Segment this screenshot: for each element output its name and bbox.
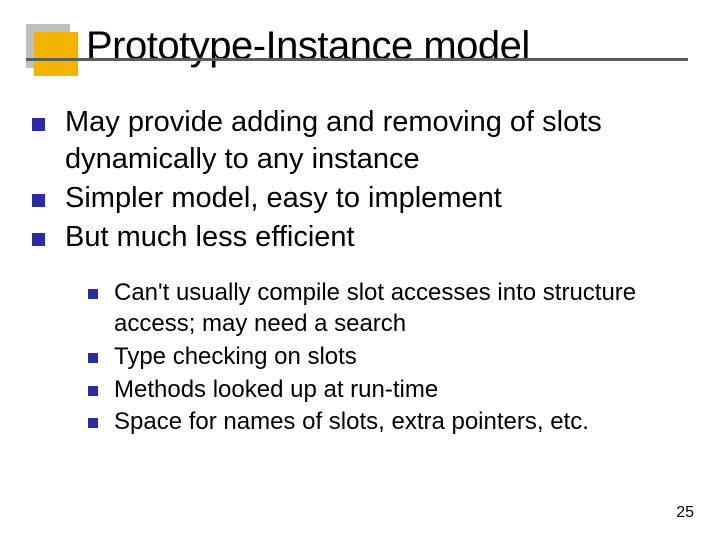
list-item: Space for names of slots, extra pointers…: [82, 407, 694, 438]
ornament-gold-square: [34, 32, 78, 76]
list-item: Type checking on slots: [82, 342, 694, 373]
bullet-square-icon: [32, 194, 45, 207]
bullet-square-icon: [32, 233, 45, 246]
body-content: May provide adding and removing of slots…: [26, 104, 694, 440]
bullet-square-icon: [88, 418, 98, 428]
bullet-square-icon: [88, 353, 98, 363]
list-item-text: Type checking on slots: [114, 342, 357, 373]
slide-title: Prototype-Instance model: [86, 24, 530, 69]
list-item-text: Can't usually compile slot accesses into…: [114, 278, 694, 339]
page-number: 25: [676, 504, 694, 522]
title-ornament: [26, 24, 70, 68]
bullet-square-icon: [32, 118, 45, 131]
list-item-text: Simpler model, easy to implement: [65, 180, 502, 217]
bullet-square-icon: [88, 289, 98, 299]
list-item-text: Space for names of slots, extra pointers…: [114, 407, 589, 438]
list-item: But much less efficient: [26, 219, 694, 256]
list-item: Simpler model, easy to implement: [26, 180, 694, 217]
list-item: Can't usually compile slot accesses into…: [82, 278, 694, 339]
title-underline: [26, 58, 688, 61]
list-item: Methods looked up at run-time: [82, 375, 694, 406]
list-item-text: May provide adding and removing of slots…: [65, 104, 694, 178]
list-item-text: Methods looked up at run-time: [114, 375, 438, 406]
sub-list: Can't usually compile slot accesses into…: [82, 278, 694, 438]
list-item: May provide adding and removing of slots…: [26, 104, 694, 178]
bullet-square-icon: [88, 386, 98, 396]
list-item-text: But much less efficient: [65, 219, 355, 256]
